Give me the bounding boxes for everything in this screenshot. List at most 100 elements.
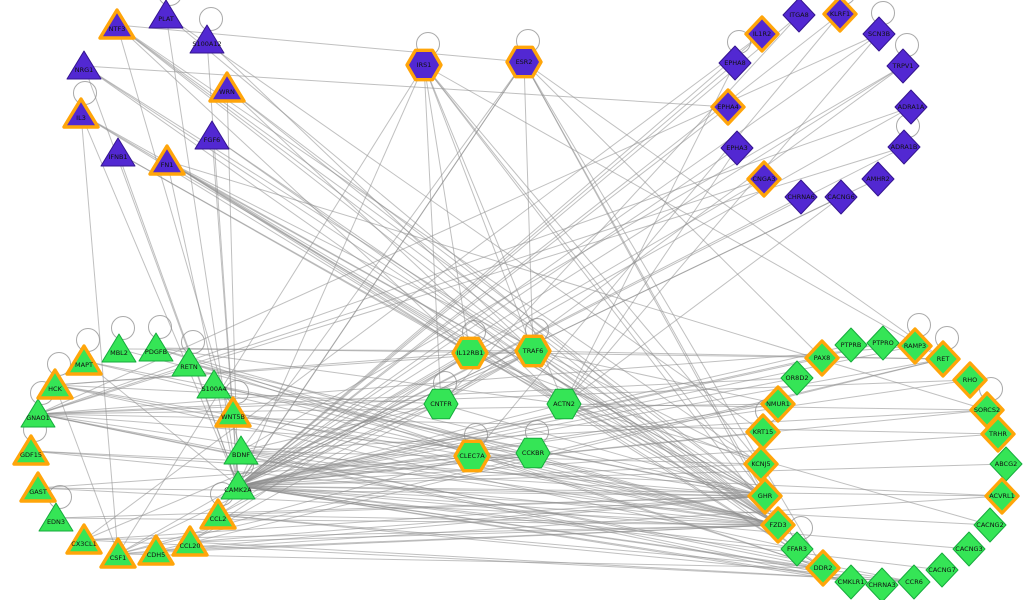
edge-CNTFR-GHR[interactable] [440,403,766,497]
edge-IRS1-CSF1[interactable] [117,64,425,555]
edge-TRAF6-CSF1[interactable] [117,350,534,555]
edge-S100A4-GHR[interactable] [213,384,766,497]
edge-ADRA1A-CAMK2A[interactable] [237,106,912,487]
edge-RETN-GHR[interactable] [188,362,766,497]
edge-IRS1-RET[interactable] [423,64,944,360]
edge-CX3CL1-GHR[interactable] [83,495,766,541]
node-PAX8[interactable]: PAX8 [804,339,840,377]
edge-ITGA8-CAMK2A[interactable] [237,14,800,487]
edge-CSF1-FZD3[interactable] [117,524,779,555]
edge-CNTFR-CAMK2A[interactable] [237,403,442,487]
edge-CCKBR-GAST[interactable] [37,452,534,489]
node-MBL2[interactable]: MBL2 [101,333,137,363]
node-PDGFB[interactable]: PDGFB [138,332,174,362]
edge-CCL2-CCR6[interactable] [217,514,915,583]
node-RETN[interactable]: RETN [171,347,207,377]
edge-IL1R2-CAMK2A[interactable] [237,33,763,487]
edge-GDF15-FZD3[interactable] [30,450,779,526]
edge-ACTN2-EPHA3[interactable] [563,147,738,405]
edge-CCL20-CCR6[interactable] [189,541,915,583]
node-MAPT[interactable]: MAPT [65,344,103,376]
edge-TRAF6-CCL2[interactable] [217,350,534,516]
edge-CAMK2A-RHO[interactable] [237,379,971,487]
edge-CX3CL1-FZD3[interactable] [83,524,779,541]
node-NRG1[interactable]: NRG1 [66,50,102,80]
edge-CAMK2A-FZD3[interactable] [237,485,779,526]
node-FGF6[interactable]: FGF6 [194,120,230,150]
edge-ESR2-GHR[interactable] [523,61,766,497]
node-NMUR1[interactable]: NMUR1 [760,385,796,423]
edge-TRAF6-CX3CL1[interactable] [83,350,534,541]
edge-EPHA3-CAMK2A[interactable] [237,147,738,487]
node-CACNG3[interactable]: CACNG3 [952,531,986,567]
edge-ESR2-DDR2[interactable] [523,61,824,569]
edge-IFNB1-IL12RB1[interactable] [117,152,471,354]
edge-IRS1-CAMK2A[interactable] [237,64,425,487]
node-CMKLR1[interactable]: CMKLR1 [834,564,868,600]
edge-TRAF6-FZD3[interactable] [532,350,779,526]
self-loop-edge-PLAT[interactable] [159,0,182,6]
edge-GNAO1-CNGA3[interactable] [37,178,765,415]
edge-MAPT-FZD3[interactable] [83,360,779,526]
node-GDF15[interactable]: GDF15 [12,434,50,466]
node-ADRA1A[interactable]: ADRA1A [894,89,928,125]
node-CLEC7A[interactable]: CLEC7A [453,439,491,473]
edge-HCK-FFAR3[interactable] [54,384,798,550]
node-NTF3[interactable]: NTF3 [98,8,136,40]
edge-ACTN2-PDGFB[interactable] [155,347,565,405]
edge-CAMK2A-GHR[interactable] [237,485,766,497]
edge-CAMK2A-FFAR3[interactable] [237,485,798,550]
edge-EDN3-GHR[interactable] [55,495,766,519]
edge-NRG1-GHR[interactable] [83,65,766,497]
edge-ACTN2-GHR[interactable] [563,403,766,497]
node-CCR6[interactable]: CCR6 [897,564,931,600]
edge-IL3-CAMK2A[interactable] [80,113,239,487]
edge-IRS1-TRAF6[interactable] [423,64,534,352]
edge-ACTN2-SCN3B[interactable] [563,33,880,405]
node-ABCG2[interactable]: ABCG2 [989,446,1023,482]
edge-MAPT-CAMK2A[interactable] [83,360,239,487]
node-IL3[interactable]: IL3 [62,97,100,129]
edge-SCN3B-GNAO1[interactable] [37,33,880,415]
node-CNTFR[interactable]: CNTFR [423,388,459,420]
edge-CLEC7A-CAMK2A[interactable] [237,455,473,487]
edge-WNT5B-GHR[interactable] [232,412,766,497]
edge-CLEC7A-CSF1[interactable] [117,455,473,555]
edge-CAMK2A-ABCG2[interactable] [237,463,1007,487]
node-ACVRL1[interactable]: ACVRL1 [984,477,1020,515]
edge-ESR2-CCL2[interactable] [217,61,525,516]
edge-TRAF6-NMUR1[interactable] [532,350,779,405]
edge-EPHA8-CAMK2A[interactable] [237,62,736,487]
edge-CAMK2A-ACVRL1[interactable] [237,485,1003,497]
edge-CSF1-HCK[interactable] [54,384,119,555]
self-loop-edge-PDGFB[interactable] [148,315,172,339]
edge-CAMK2A-RET[interactable] [237,358,944,487]
edge-IL12RB1-CSF1[interactable] [117,352,471,555]
edge-CAMK2A-PTPRB[interactable] [237,344,852,487]
node-EPHA3[interactable]: EPHA3 [720,130,754,166]
node-CHRNA3[interactable]: CHRNA3 [865,567,899,600]
edge-WRN-GHR[interactable] [226,87,766,497]
edge-GNAO1-OR8D2[interactable] [37,377,798,415]
edge-CAMK2A-SORCS2[interactable] [237,409,988,487]
edge-NTF3-TRAF6[interactable] [116,24,534,352]
edge-ESR2-TRAF6[interactable] [523,61,534,352]
edge-IRS1-CNTFR[interactable] [423,64,442,405]
edge-BDNF-DDR2[interactable] [240,450,824,569]
edge-CCL20-GHR[interactable] [189,495,766,543]
edge-ESR2-NTF3[interactable] [116,24,525,63]
edge-BDNF-KCNJ5[interactable] [240,450,762,465]
edge-ESR2-PAX8[interactable] [523,61,823,359]
node-CHRNA6[interactable]: CHRNA6 [784,179,818,215]
edge-GNAO1-TRHR[interactable] [37,413,999,435]
node-TRAF6[interactable]: TRAF6 [514,334,552,368]
node-CNGA3[interactable]: CNGA3 [746,160,782,198]
edge-WRN-ACTN2[interactable] [226,87,565,405]
edge-CNTFR-BDNF[interactable] [240,403,442,452]
edge-BDNF-GHR[interactable] [240,450,766,497]
node-IL12RB1[interactable]: IL12RB1 [451,336,489,370]
edge-IL12RB1-KCNJ5[interactable] [469,352,762,465]
self-loop-edge-MAPT[interactable] [76,328,100,352]
